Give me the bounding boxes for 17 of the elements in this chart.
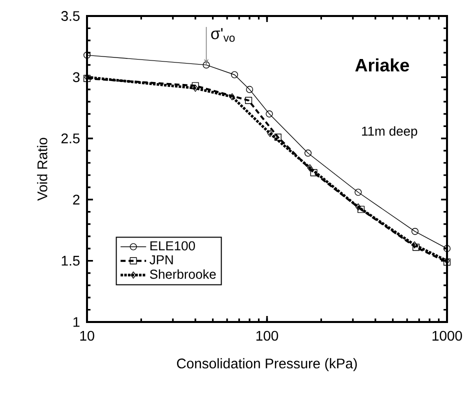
- x-tick-label: 1000: [432, 330, 462, 341]
- y-tick-label: 3: [72, 72, 80, 82]
- annotation: σ'$_{vo}$: [211, 28, 235, 42]
- y-tick-label: 2: [73, 194, 80, 204]
- legend-label: JPN: [150, 255, 173, 264]
- annotation: Ariake: [355, 58, 410, 72]
- x-axis-title: Consolidation Pressure (kPa): [177, 358, 357, 372]
- x-tick-label: 10: [80, 330, 94, 341]
- y-tick-label: 2.5: [61, 133, 80, 144]
- x-tick-label: 100: [256, 330, 278, 341]
- annotation: 11m deep: [362, 126, 418, 138]
- y-tick-label: 3.5: [61, 11, 80, 21]
- y-tick-label: 1: [73, 317, 80, 327]
- legend-label: ELE100: [150, 241, 195, 250]
- legend-label: Sherbrooke: [150, 269, 216, 279]
- y-tick-label: 1.5: [62, 256, 80, 266]
- y-axis-title: Void Ratio: [37, 138, 48, 201]
